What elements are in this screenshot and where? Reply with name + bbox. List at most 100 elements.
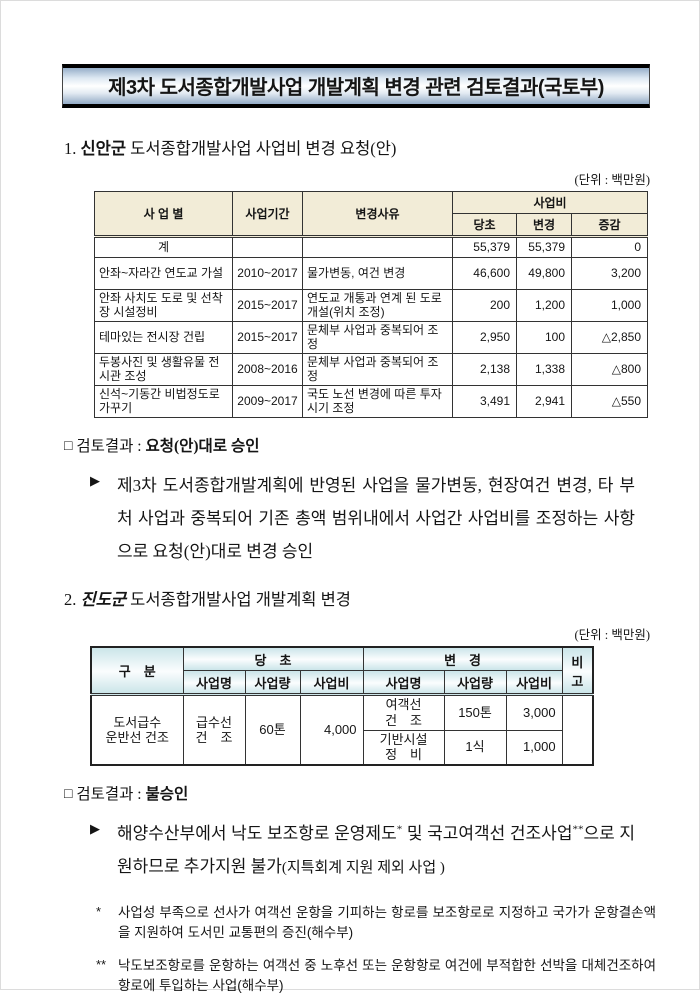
table-cell: 46,600 bbox=[452, 257, 517, 290]
unit-label-1: (단위 : 백만원) bbox=[574, 173, 650, 187]
table-row: 안좌 사치도 도로 및 선착장 시설정비 2015~2017 연도교 개통과 연… bbox=[94, 289, 649, 322]
table-row: 도서급수 운반선 건조 급수선 건 조 60톤 4,000 여객선 건 조 15… bbox=[90, 694, 594, 766]
table-cell: 2010~2017 bbox=[232, 257, 303, 290]
header-cell-cost: 사업비 bbox=[505, 670, 563, 697]
table-cell: 안좌~자라간 연도교 가설 bbox=[94, 257, 233, 290]
header-cell-category: 구 분 bbox=[90, 646, 184, 697]
table-cell: 문체부 사업과 중복되어 조정 bbox=[302, 321, 453, 354]
header-cell-initial-group: 당 초 bbox=[182, 646, 364, 672]
section1-number: 1. bbox=[64, 139, 77, 158]
header-cell-name: 사업명 bbox=[182, 670, 246, 697]
footnote-text: 사업성 부족으로 선사가 여객선 운항을 기피하는 항로를 보조항로로 지정하고… bbox=[118, 905, 656, 940]
double-asterisk-marker: ** bbox=[96, 957, 107, 973]
header-cell-changed: 변경 bbox=[516, 213, 572, 238]
footnote-2: ** 낙도보조항로를 운항하는 여객선 중 노후선 또는 운항항로 여건에 부적… bbox=[96, 956, 656, 995]
table-cell: 테마있는 전시장 건립 bbox=[94, 321, 233, 354]
footnote-ref-1: * bbox=[396, 823, 403, 836]
footnote-ref-2: ** bbox=[572, 823, 584, 836]
table-cell: 49,800 bbox=[516, 257, 572, 290]
footnotes: * 사업성 부족으로 선사가 여객선 운항을 기피하는 항로를 보조항로로 지정… bbox=[96, 903, 656, 995]
review-detail-1: ▶ 제3차 도서종합개발계획에 반영된 사업을 물가변동, 현장여건 변경, 타… bbox=[90, 469, 635, 568]
header-cell-cost: 사업비 bbox=[299, 670, 364, 697]
table-cell: 2,950 bbox=[452, 321, 517, 354]
review-result-text: 요청(안)대로 승인 bbox=[145, 438, 260, 455]
table-cell: 3,000 bbox=[505, 694, 563, 731]
review-detail-2: ▶ 해양수산부에서 낙도 보조항로 운영제도* 및 국고여객선 건조사업**으로… bbox=[90, 817, 635, 883]
header-cell-initial: 당초 bbox=[452, 213, 517, 238]
table-cell: 3,200 bbox=[570, 257, 649, 290]
table-cell: 55,379 bbox=[452, 236, 517, 258]
table-cell: 급수선 건 조 bbox=[182, 694, 246, 766]
table-row: 기반시설 정 비 1식 1,000 bbox=[91, 729, 593, 766]
table-cell: 60톤 bbox=[244, 694, 301, 766]
table-cell: 2015~2017 bbox=[232, 289, 303, 322]
table-cell: △2,850 bbox=[570, 321, 649, 354]
document-title-banner: 제3차 도서종합개발사업 개발계획 변경 관련 검토결과(국토부) bbox=[62, 64, 650, 108]
table-cell: 안좌 사치도 도로 및 선착장 시설정비 bbox=[94, 289, 233, 322]
review-label: 검토결과 : bbox=[76, 438, 142, 455]
section2-heading-text: 도서종합개발사업 개발계획 변경 bbox=[130, 590, 351, 610]
triangle-bullet-icon: ▶ bbox=[90, 820, 100, 836]
table-cell: 2015~2017 bbox=[232, 321, 303, 354]
table-cell: 1,200 bbox=[516, 289, 572, 322]
header-cell-delta: 증감 bbox=[570, 213, 649, 238]
detail-text-part: 및 국고여객선 건조사업 bbox=[402, 823, 573, 843]
review-result-2: □ 검토결과 : 불승인 bbox=[64, 782, 650, 804]
unit-label-2: (단위 : 백만원) bbox=[574, 628, 650, 643]
table-subheader-row: 당초 변경 증감 bbox=[95, 213, 649, 238]
table-header-row: 사 업 별 사업기간 변경사유 사업비 bbox=[94, 191, 649, 238]
table-row: 안좌~자라간 연도교 가설 2010~2017 물가변동, 여건 변경 46,6… bbox=[94, 257, 649, 290]
table-cell: 2009~2017 bbox=[232, 385, 303, 418]
table-cell: 계 bbox=[94, 236, 233, 258]
header-cell-period: 사업기간 bbox=[232, 191, 303, 238]
review-result-text: 불승인 bbox=[145, 785, 189, 803]
triangle-bullet-icon: ▶ bbox=[90, 473, 100, 488]
header-cell-qty: 사업량 bbox=[244, 670, 301, 697]
table-cell: 1,338 bbox=[516, 353, 572, 386]
table-cell: △800 bbox=[570, 353, 649, 386]
review-label: 검토결과 : bbox=[76, 785, 142, 803]
table-cell: 0 bbox=[570, 236, 649, 258]
table-cell-note bbox=[561, 694, 594, 766]
table-header-row: 구 분 당 초 변 경 비고 bbox=[90, 646, 594, 697]
detail-text-part: 으로 지원하므로 추가지원 불가 bbox=[117, 823, 636, 876]
table-cell: 2,138 bbox=[452, 353, 517, 386]
table-cell: 국도 노선 변경에 따른 투자시기 조정 bbox=[302, 385, 453, 418]
table-cell: △550 bbox=[570, 385, 649, 418]
section2-number: 2. bbox=[64, 590, 77, 610]
section1-heading: 1. 신안군 도서종합개발사업 사업비 변경 요청(안) bbox=[64, 135, 650, 159]
table-cell: 2008~2016 bbox=[232, 353, 303, 386]
table-subheader-row: 사업명 사업량 사업비 사업명 사업량 사업비 bbox=[91, 670, 593, 697]
section1-region: 신안군 bbox=[80, 139, 127, 158]
header-cell-name: 사업명 bbox=[362, 670, 445, 697]
table-cell: 1,000 bbox=[570, 289, 649, 322]
table-cell: 두봉사진 및 생활유물 전시관 조성 bbox=[94, 353, 233, 386]
table-cell: 1식 bbox=[443, 729, 507, 766]
section2-heading: 2. 진도군 도서종합개발사업 개발계획 변경 bbox=[64, 586, 650, 610]
table-cell: 200 bbox=[452, 289, 517, 322]
detail-text-paren: (지특회계 지원 제외 사업 ) bbox=[281, 859, 445, 876]
table-cell: 4,000 bbox=[299, 694, 364, 766]
section1-heading-text: 도서종합개발사업 사업비 변경 요청(안) bbox=[130, 139, 397, 158]
header-cell-note: 비고 bbox=[561, 646, 594, 697]
header-cell-reason: 변경사유 bbox=[302, 191, 453, 238]
review-detail-text: 제3차 도서종합개발계획에 반영된 사업을 물가변동, 현장여건 변경, 타 부… bbox=[117, 476, 635, 562]
table-cell: 2,941 bbox=[516, 385, 572, 418]
footnote-1: * 사업성 부족으로 선사가 여객선 운항을 기피하는 항로를 보조항로로 지정… bbox=[96, 903, 656, 942]
table-cell: 연도교 개통과 연계 된 도로 개설(위치 조정) bbox=[302, 289, 453, 322]
table-cell: 3,491 bbox=[452, 385, 517, 418]
table-cell: 물가변동, 여건 변경 bbox=[302, 257, 453, 290]
detail-text-part: 해양수산부에서 낙도 보조항로 운영제도 bbox=[117, 823, 397, 843]
footnote-text: 낙도보조항로를 운항하는 여객선 중 노후선 또는 운항항로 여건에 부적합한 … bbox=[118, 958, 656, 993]
document-title: 제3차 도서종합개발사업 개발계획 변경 관련 검토결과(국토부) bbox=[108, 77, 604, 99]
table-cell bbox=[232, 236, 303, 258]
table-cell: 문체부 사업과 중복되어 조정 bbox=[302, 353, 453, 386]
table-row: 테마있는 전시장 건립 2015~2017 문체부 사업과 중복되어 조정 2,… bbox=[94, 321, 649, 354]
table-row-total: 계 55,379 55,379 0 bbox=[94, 236, 649, 258]
table-cell: 100 bbox=[516, 321, 572, 354]
table-cell: 도서급수 운반선 건조 bbox=[90, 694, 184, 766]
square-bullet-icon: □ bbox=[64, 786, 73, 802]
review-result-1: □ 검토결과 : 요청(안)대로 승인 bbox=[64, 434, 650, 456]
plan-change-table: 구 분 당 초 변 경 비고 사업명 사업량 사업비 사업명 사업량 사업비 도… bbox=[90, 646, 595, 766]
